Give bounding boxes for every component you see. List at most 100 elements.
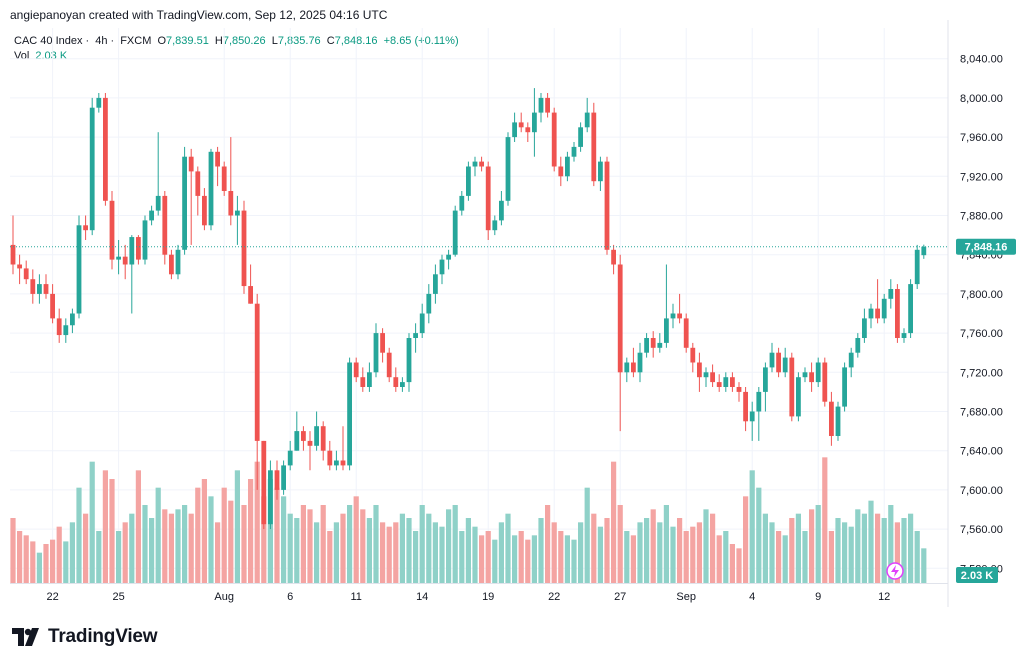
volume-bar — [373, 505, 379, 583]
candle-body — [538, 97, 544, 113]
volume-bar — [96, 531, 102, 583]
volume-bar — [413, 531, 419, 583]
volume-bar — [76, 487, 82, 583]
candle-body — [23, 268, 29, 280]
candle-body — [122, 256, 128, 265]
lightning-glyph — [891, 565, 899, 577]
volume-bar — [281, 496, 287, 583]
volume-bar — [875, 513, 881, 583]
candle-body — [617, 264, 623, 373]
candle-body — [604, 161, 610, 250]
candle-body — [89, 107, 95, 231]
x-tick-label: Aug — [214, 591, 234, 603]
volume-bar — [485, 531, 491, 583]
candle-body — [261, 440, 267, 525]
volume-bar — [149, 518, 155, 583]
x-tick-label: 12 — [878, 591, 890, 603]
candle-body — [182, 156, 187, 250]
volume-bar — [122, 522, 128, 583]
candle-body — [591, 112, 597, 182]
volume-bar — [505, 513, 511, 583]
candle-body — [459, 195, 465, 211]
candle-body — [571, 146, 577, 157]
volume-bar — [637, 522, 643, 583]
volume-bar — [782, 535, 788, 583]
volume-bar — [406, 518, 412, 583]
y-tick-label: 7,760.00 — [960, 328, 1003, 340]
volume-bar — [479, 535, 485, 583]
x-tick-label: 11 — [350, 591, 361, 603]
candle-body — [175, 249, 181, 275]
y-tick-label: 7,880.00 — [960, 211, 1003, 223]
volume-bar — [446, 509, 452, 583]
candle-body — [129, 237, 135, 265]
volume-bar — [670, 526, 676, 583]
candle-body — [241, 210, 247, 287]
volume-bar — [23, 535, 29, 583]
volume-bar — [432, 522, 438, 583]
candle-body — [776, 352, 781, 373]
candle-body — [103, 97, 108, 201]
volume-bar — [320, 505, 326, 583]
candle-body — [439, 259, 445, 275]
volume-bar — [861, 513, 867, 583]
candle-body — [479, 161, 484, 167]
volume-bar — [465, 518, 471, 583]
candle-body — [796, 377, 801, 417]
candlestick-chart[interactable]: 7,520.007,560.007,600.007,640.007,680.00… — [0, 0, 1024, 612]
open-label: O — [157, 35, 166, 47]
volume-bar — [696, 522, 702, 583]
volume-bar — [340, 513, 346, 583]
candle-body — [518, 122, 524, 128]
volume-bar — [716, 535, 722, 583]
grid — [10, 28, 948, 583]
volume-bar — [241, 505, 247, 583]
volume-bar — [287, 513, 293, 583]
volume-bar — [327, 531, 333, 583]
symbol-name[interactable]: CAC 40 Index — [14, 35, 83, 47]
candle-body — [835, 406, 841, 436]
volume-bar — [584, 487, 590, 583]
candle-body — [862, 318, 867, 338]
volume-bar — [492, 539, 498, 583]
volume-bar — [228, 500, 234, 583]
y-tick-label: 7,800.00 — [960, 289, 1003, 301]
x-tick-label: 6 — [287, 591, 293, 603]
candle-body — [710, 372, 715, 383]
volume-bar — [109, 479, 115, 583]
last-volume-tag — [956, 567, 998, 583]
volume-bar — [558, 531, 564, 583]
candle-body — [644, 338, 649, 353]
candle-body — [63, 325, 69, 336]
volume-bar — [525, 539, 531, 583]
candle-body — [690, 347, 696, 363]
candle-body — [307, 440, 313, 446]
candle-body — [485, 166, 491, 231]
volume-bar — [142, 505, 148, 583]
volume-bar — [690, 526, 696, 583]
change-value: +8.65 (+0.11%) — [383, 35, 459, 47]
volume-bar — [56, 526, 62, 583]
volume-bar — [267, 479, 273, 583]
candle-body — [400, 382, 405, 387]
volume-bar — [83, 513, 89, 583]
candle-body — [281, 465, 286, 490]
volume-bar — [294, 518, 300, 583]
candle-body — [268, 470, 273, 525]
volume-bar — [677, 518, 683, 583]
volume-bar — [842, 522, 848, 583]
volume-bar — [17, 531, 23, 583]
candle-body — [598, 161, 603, 182]
volume-bar — [815, 505, 821, 583]
volume-bar — [624, 531, 630, 583]
candle-body — [235, 210, 240, 216]
last-volume-label: 2.03 K — [961, 570, 993, 582]
volume-bar — [162, 509, 168, 583]
tradingview-logo[interactable]: TradingView — [12, 626, 158, 648]
volume-bar — [828, 531, 834, 583]
volume-bar — [380, 522, 386, 583]
candle-body — [433, 274, 438, 294]
volume-bar — [234, 470, 240, 583]
candle-body — [532, 112, 537, 133]
x-tick-label: 22 — [46, 591, 58, 603]
